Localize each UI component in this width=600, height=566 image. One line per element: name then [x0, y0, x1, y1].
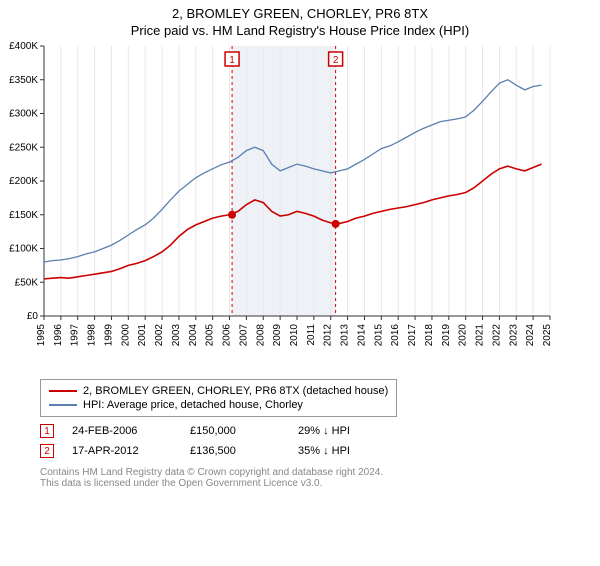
legend-row: 2, BROMLEY GREEN, CHORLEY, PR6 8TX (deta…: [49, 384, 388, 398]
svg-text:£0: £0: [27, 311, 39, 322]
chart-titles: 2, BROMLEY GREEN, CHORLEY, PR6 8TX Price…: [0, 6, 600, 38]
svg-text:2017: 2017: [407, 324, 418, 347]
sale-price: £136,500: [190, 445, 280, 457]
svg-text:1997: 1997: [70, 324, 81, 347]
chart-title-address: 2, BROMLEY GREEN, CHORLEY, PR6 8TX: [0, 6, 600, 21]
svg-text:2015: 2015: [373, 324, 384, 347]
svg-text:2011: 2011: [306, 324, 317, 346]
svg-text:2005: 2005: [205, 324, 216, 347]
legend-swatch: [49, 404, 77, 406]
svg-text:£50K: £50K: [15, 277, 39, 288]
svg-text:2009: 2009: [272, 324, 283, 347]
svg-text:2021: 2021: [475, 324, 486, 347]
svg-text:2006: 2006: [222, 324, 233, 347]
svg-text:2018: 2018: [424, 324, 435, 347]
svg-text:£300K: £300K: [9, 109, 38, 120]
svg-text:2023: 2023: [508, 324, 519, 347]
footnote-line2: This data is licensed under the Open Gov…: [40, 478, 600, 489]
svg-text:2024: 2024: [525, 324, 536, 347]
svg-text:£150K: £150K: [9, 210, 38, 221]
svg-text:2016: 2016: [390, 324, 401, 347]
svg-text:1995: 1995: [36, 324, 47, 347]
svg-text:£350K: £350K: [9, 75, 38, 86]
svg-text:£400K: £400K: [9, 41, 38, 52]
footnote: Contains HM Land Registry data © Crown c…: [40, 467, 600, 489]
svg-text:1998: 1998: [87, 324, 98, 347]
svg-text:2007: 2007: [238, 324, 249, 347]
svg-text:2022: 2022: [491, 324, 502, 347]
svg-text:2000: 2000: [120, 324, 131, 347]
svg-text:2001: 2001: [137, 324, 148, 347]
sale-row: 1 24-FEB-2006 £150,000 29% ↓ HPI: [40, 421, 600, 441]
svg-text:2025: 2025: [542, 324, 553, 347]
legend-row: HPI: Average price, detached house, Chor…: [49, 398, 388, 412]
sales-table: 1 24-FEB-2006 £150,000 29% ↓ HPI 2 17-APR-201…: [40, 421, 600, 461]
svg-text:2012: 2012: [323, 324, 334, 347]
chart-title-subtitle: Price paid vs. HM Land Registry's House …: [0, 23, 600, 38]
svg-text:2: 2: [333, 55, 339, 66]
svg-text:2019: 2019: [441, 324, 452, 347]
footnote-line1: Contains HM Land Registry data © Crown c…: [40, 467, 600, 478]
svg-text:1999: 1999: [103, 324, 114, 347]
svg-text:1: 1: [229, 55, 235, 66]
sale-marker: 1: [40, 424, 54, 438]
sale-date: 17-APR-2012: [72, 445, 172, 457]
legend-label: 2, BROMLEY GREEN, CHORLEY, PR6 8TX (deta…: [83, 385, 388, 397]
svg-text:2004: 2004: [188, 324, 199, 347]
svg-text:£100K: £100K: [9, 244, 38, 255]
line-chart: £0 £50K £100K £150K £200K £250K £300K £350K £400…: [0, 38, 560, 368]
sale-date: 24-FEB-2006: [72, 425, 172, 437]
svg-text:£250K: £250K: [9, 142, 38, 153]
svg-text:2014: 2014: [356, 324, 367, 347]
sale-delta: 29% ↓ HPI: [298, 425, 350, 437]
legend: 2, BROMLEY GREEN, CHORLEY, PR6 8TX (deta…: [40, 379, 397, 417]
svg-text:2020: 2020: [458, 324, 469, 347]
sale-delta: 35% ↓ HPI: [298, 445, 350, 457]
svg-text:2002: 2002: [154, 324, 165, 347]
svg-text:2010: 2010: [289, 324, 300, 347]
svg-text:2003: 2003: [171, 324, 182, 347]
svg-text:2013: 2013: [340, 324, 351, 347]
svg-text:£200K: £200K: [9, 176, 38, 187]
chart-area: £0 £50K £100K £150K £200K £250K £300K £350K £400…: [0, 38, 600, 373]
svg-text:1996: 1996: [53, 324, 64, 347]
sale-marker: 2: [40, 444, 54, 458]
legend-swatch: [49, 390, 77, 392]
svg-text:2008: 2008: [255, 324, 266, 347]
sale-price: £150,000: [190, 425, 280, 437]
sale-row: 2 17-APR-2012 £136,500 35% ↓ HPI: [40, 441, 600, 461]
legend-label: HPI: Average price, detached house, Chor…: [83, 399, 303, 411]
